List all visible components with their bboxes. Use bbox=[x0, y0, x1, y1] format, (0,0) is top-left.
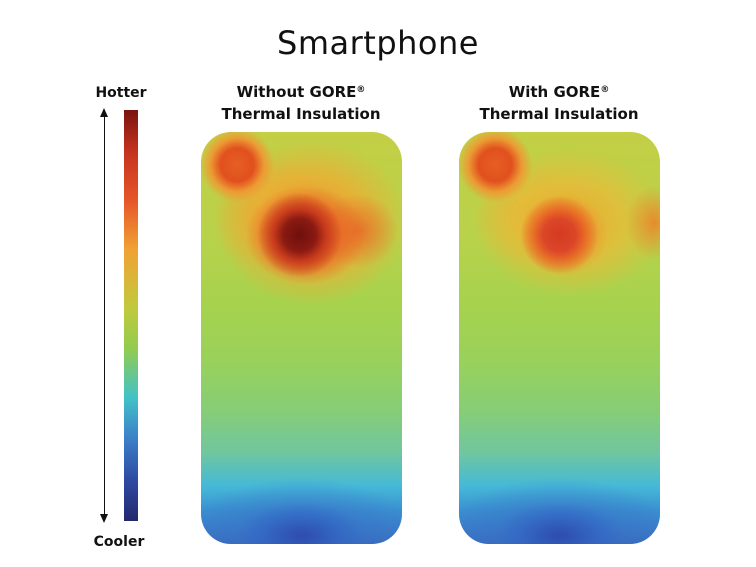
arrow-down-icon bbox=[100, 514, 108, 523]
heading-line1: With GORE bbox=[508, 83, 601, 101]
temperature-arrow bbox=[104, 114, 105, 519]
heading-line2: Thermal Insulation bbox=[221, 105, 381, 123]
phone-heading-with: With GORE® Thermal Insulation bbox=[449, 81, 669, 125]
heading-line1: Without GORE bbox=[236, 83, 357, 101]
scale-cooler-label: Cooler bbox=[93, 534, 145, 550]
thermal-image-without-insulation bbox=[201, 132, 402, 544]
page-title: Smartphone bbox=[277, 24, 479, 62]
thermal-image-with-insulation bbox=[459, 132, 660, 544]
registered-mark: ® bbox=[356, 85, 366, 95]
scale-hotter-label: Hotter bbox=[95, 85, 147, 101]
arrow-up-icon bbox=[100, 108, 108, 117]
phone-heading-without: Without GORE® Thermal Insulation bbox=[191, 81, 411, 125]
temperature-color-scale bbox=[124, 110, 138, 521]
registered-mark: ® bbox=[600, 85, 610, 95]
heading-line2: Thermal Insulation bbox=[479, 105, 639, 123]
